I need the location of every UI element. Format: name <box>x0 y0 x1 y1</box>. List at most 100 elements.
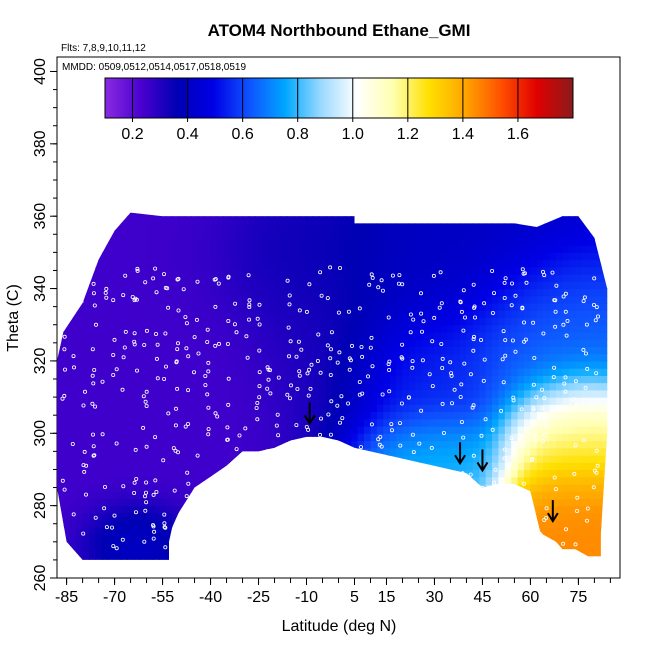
heatmap-cell <box>504 389 512 398</box>
heatmap-cell <box>543 476 551 485</box>
heatmap-cell <box>536 245 544 253</box>
heatmap-cell <box>191 491 199 499</box>
heatmap-cell <box>300 375 308 384</box>
heatmap-cell <box>568 418 576 427</box>
observation-point <box>286 325 291 330</box>
heatmap-cell <box>191 498 199 507</box>
heatmap-cell <box>76 382 84 391</box>
heatmap-cell <box>69 389 77 398</box>
heatmap-cell <box>594 223 602 232</box>
heatmap-cell <box>89 498 96 507</box>
observation-point <box>357 379 362 384</box>
heatmap-cell <box>178 266 186 275</box>
heatmap-cell <box>543 541 551 550</box>
heatmap-cell <box>63 259 71 268</box>
heatmap-cell <box>197 498 205 507</box>
heatmap-cell <box>101 375 109 384</box>
heatmap-cell <box>268 520 276 528</box>
heatmap-cell <box>485 455 493 463</box>
heatmap-cell <box>229 266 237 275</box>
heatmap-cell <box>556 346 563 355</box>
heatmap-cell <box>536 368 544 376</box>
heatmap-cell <box>402 389 410 398</box>
heatmap-cell <box>447 360 455 369</box>
heatmap-cell <box>82 505 90 514</box>
heatmap-cell <box>594 404 602 413</box>
heatmap-cell <box>370 252 378 261</box>
heatmap-cell <box>440 397 448 405</box>
observation-point <box>418 291 423 296</box>
heatmap-cell <box>312 469 320 478</box>
heatmap-cell <box>95 223 103 232</box>
heatmap-cell <box>69 237 77 246</box>
heatmap-cell <box>536 353 544 362</box>
heatmap-cell <box>57 491 64 499</box>
heatmap-cell <box>530 483 538 492</box>
observation-point <box>175 450 180 455</box>
heatmap-cell <box>568 397 576 405</box>
heatmap-cell <box>153 317 160 326</box>
heatmap-cell <box>261 411 269 420</box>
heatmap-cell <box>300 281 308 290</box>
heatmap-cell <box>485 353 493 362</box>
heatmap-cell <box>607 433 614 441</box>
heatmap-cell <box>293 549 301 557</box>
heatmap-cell <box>383 223 391 232</box>
heatmap-cell <box>172 317 180 326</box>
heatmap-cell <box>575 462 583 470</box>
heatmap-cell <box>133 332 141 340</box>
heatmap-cell <box>197 259 205 268</box>
heatmap-cell <box>408 476 416 485</box>
heatmap-cell <box>57 433 64 442</box>
heatmap-cell <box>447 375 455 384</box>
heatmap-cell <box>428 541 436 550</box>
heatmap-cell <box>492 360 499 369</box>
observation-point <box>226 376 231 381</box>
observation-point <box>388 459 393 464</box>
observation-point <box>482 547 487 552</box>
heatmap-cell <box>236 237 244 246</box>
heatmap-cell <box>492 295 499 304</box>
heatmap-cell <box>530 339 538 347</box>
heatmap-cell <box>351 534 359 543</box>
heatmap-cell <box>504 317 512 326</box>
observation-point <box>369 463 374 468</box>
heatmap-cell <box>421 476 429 485</box>
heatmap-cell <box>229 212 237 217</box>
heatmap-cell <box>383 534 391 543</box>
heatmap-cell <box>121 259 128 268</box>
heatmap-cell <box>524 455 531 463</box>
heatmap-cell <box>191 382 199 391</box>
heatmap-cell <box>261 223 269 232</box>
heatmap-cell <box>434 281 442 290</box>
heatmap-cell <box>223 332 231 340</box>
heatmap-cell <box>492 491 499 499</box>
heatmap-cell <box>82 237 90 246</box>
heatmap-cell <box>453 339 461 347</box>
heatmap-cell <box>607 527 614 535</box>
heatmap-cell <box>210 455 218 463</box>
heatmap-cell <box>229 527 237 536</box>
heatmap-cell <box>549 455 557 463</box>
heatmap-cell <box>236 274 244 282</box>
heatmap-cell <box>453 303 461 311</box>
heatmap-cell <box>133 360 141 369</box>
heatmap-cell <box>600 418 608 427</box>
heatmap-cell <box>383 245 391 253</box>
heatmap-cell <box>344 483 352 492</box>
heatmap-cell <box>127 564 134 572</box>
heatmap-cell <box>575 520 583 528</box>
heatmap-cell <box>307 564 314 572</box>
heatmap-cell <box>408 512 416 521</box>
heatmap-cell <box>146 317 154 326</box>
heatmap-cell <box>453 483 461 492</box>
observation-point <box>112 513 117 518</box>
heatmap-cell <box>204 274 212 282</box>
heatmap-cell <box>492 404 499 413</box>
heatmap-cell <box>402 483 410 492</box>
heatmap-cell <box>197 281 205 290</box>
heatmap-cell <box>293 332 301 340</box>
heatmap-cell <box>396 418 404 427</box>
heatmap-cell <box>581 216 589 224</box>
heatmap-cell <box>460 288 468 297</box>
